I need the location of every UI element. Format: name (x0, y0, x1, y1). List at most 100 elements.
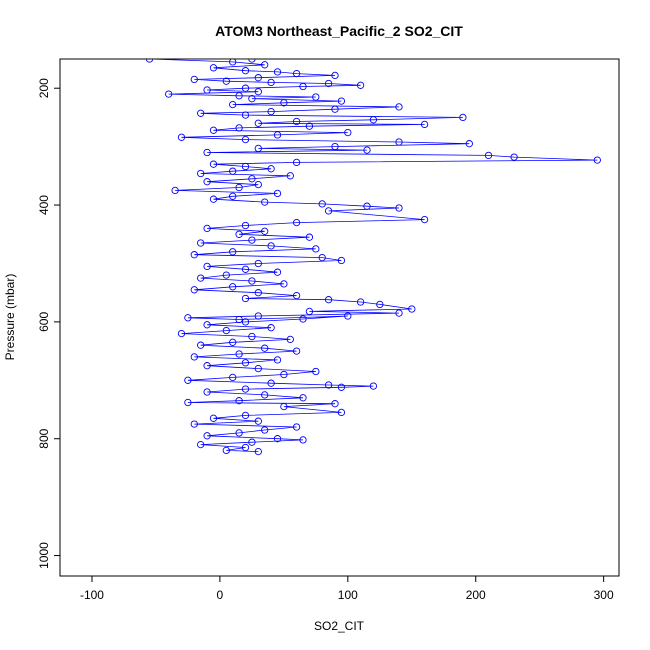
data-point-62 (235, 183, 243, 192)
x-tick-label-1: 0 (217, 588, 224, 602)
data-point-136 (241, 385, 250, 393)
data-point-0 (248, 59, 256, 63)
data-point-145 (241, 411, 250, 420)
data-point-52 (292, 158, 301, 167)
data-point-22 (248, 95, 256, 103)
data-point-113 (267, 324, 275, 332)
data-point-107 (184, 314, 192, 322)
data-point-65 (229, 192, 237, 200)
data-point-94 (280, 280, 288, 288)
data-point-77 (235, 230, 243, 238)
data-point-150 (261, 426, 269, 434)
data-point-68 (318, 200, 326, 208)
data-point-158 (222, 446, 230, 455)
data-point-84 (190, 251, 198, 259)
data-point-34 (254, 119, 262, 127)
data-point-7 (292, 69, 301, 78)
data-point-151 (235, 429, 243, 437)
data-point-88 (203, 262, 211, 271)
data-point-54 (241, 162, 250, 171)
data-point-8 (331, 71, 339, 80)
data-point-119 (197, 341, 205, 349)
data-point-70 (395, 204, 403, 212)
data-point-57 (197, 169, 205, 178)
data-point-114 (222, 326, 230, 335)
data-point-3 (261, 61, 269, 69)
data-point-134 (369, 382, 378, 390)
data-point-131 (184, 376, 192, 384)
data-point-69 (363, 202, 371, 210)
x-tick-label-4: 300 (594, 588, 614, 602)
data-point-55 (267, 165, 275, 173)
data-point-30 (241, 111, 250, 119)
data-point-5 (241, 67, 250, 75)
data-point-132 (267, 379, 275, 387)
y-axis-label: Pressure (mbar) (3, 274, 17, 361)
data-point-78 (305, 233, 314, 241)
data-point-92 (197, 274, 205, 282)
data-point-25 (229, 100, 237, 109)
data-point-138 (261, 391, 269, 399)
data-point-115 (177, 329, 186, 338)
data-point-60 (203, 178, 211, 186)
data-point-66 (209, 195, 218, 203)
data-point-19 (165, 90, 173, 98)
data-point-111 (241, 318, 250, 326)
data-point-125 (241, 359, 250, 367)
data-point-155 (248, 438, 256, 446)
data-point-103 (408, 305, 416, 313)
data-point-124 (273, 356, 282, 364)
data-point-87 (254, 259, 262, 268)
x-tick-label-0: -100 (80, 588, 104, 602)
data-point-9 (254, 74, 262, 82)
data-point-56 (229, 167, 237, 175)
data-point-1 (145, 59, 154, 63)
data-point-6 (273, 68, 282, 76)
data-point-85 (318, 253, 326, 262)
data-point-72 (420, 215, 429, 224)
data-point-112 (203, 321, 211, 329)
data-point-73 (292, 218, 301, 227)
data-point-79 (248, 236, 256, 244)
data-point-104 (305, 307, 314, 316)
data-point-152 (203, 432, 211, 440)
data-point-110 (299, 315, 307, 323)
data-point-80 (197, 239, 205, 247)
data-point-21 (312, 93, 320, 101)
y-tick-label-4: 1000 (37, 542, 51, 569)
data-point-98 (292, 291, 301, 300)
data-point-89 (241, 265, 250, 273)
data-point-95 (229, 283, 237, 291)
data-point-31 (459, 113, 467, 122)
x-axis: -100 0 100 200 300 (80, 575, 614, 602)
data-point-116 (248, 332, 256, 341)
data-point-121 (292, 347, 301, 355)
y-tick-label-1: 400 (37, 195, 51, 215)
data-point-36 (305, 122, 314, 130)
data-point-44 (465, 140, 473, 148)
data-point-15 (299, 82, 307, 91)
data-point-157 (241, 443, 250, 452)
data-point-42 (241, 135, 250, 144)
data-point-71 (324, 207, 333, 215)
data-point-61 (254, 180, 262, 189)
data-point-93 (248, 277, 256, 285)
data-point-133 (324, 381, 333, 389)
data-point-143 (280, 402, 288, 411)
data-point-76 (261, 227, 269, 235)
data-point-108 (235, 315, 243, 324)
data-point-135 (337, 383, 346, 391)
x-axis-label: SO2_CIT (314, 619, 365, 633)
data-point-120 (261, 344, 269, 352)
series-line-0 (149, 59, 598, 452)
data-point-156 (197, 440, 205, 449)
y-tick-label-0: 200 (37, 78, 51, 98)
data-point-130 (229, 373, 237, 382)
data-point-37 (235, 124, 243, 132)
data-point-144 (337, 408, 346, 417)
data-point-146 (209, 414, 218, 422)
data-point-91 (222, 271, 230, 279)
data-point-11 (222, 77, 230, 85)
data-point-117 (286, 335, 294, 344)
data-point-29 (197, 109, 205, 117)
